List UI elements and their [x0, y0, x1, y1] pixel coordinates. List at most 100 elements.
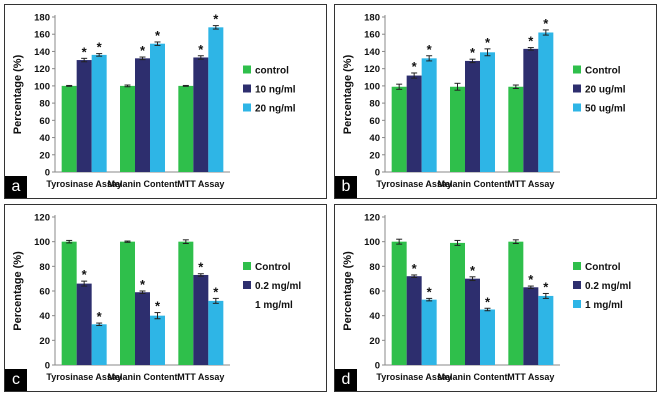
significance-marker: *	[198, 260, 204, 275]
y-tick-label: 140	[364, 47, 380, 58]
panel-label-b: b	[335, 176, 357, 198]
bar	[480, 52, 495, 172]
y-axis-title: Percentage (%)	[342, 54, 354, 134]
legend-label: 20 ug/ml	[585, 85, 626, 96]
bar	[406, 276, 422, 365]
bar	[150, 43, 165, 172]
significance-marker: *	[213, 12, 219, 27]
y-tick-label: 40	[369, 133, 380, 144]
bar	[61, 85, 77, 172]
significance-marker: *	[140, 43, 146, 58]
bar	[120, 85, 135, 172]
bar	[391, 241, 407, 365]
significance-marker: *	[155, 28, 161, 43]
legend-label: 50 ug/ml	[585, 104, 626, 115]
panel-label-d: d	[335, 369, 357, 391]
y-tick-label: 120	[34, 64, 50, 75]
y-tick-label: 0	[375, 168, 380, 179]
legend-swatch	[243, 103, 251, 112]
bar-chart-b: Percentage (%) 0 20 40 60 80 100 120 140 160 180 Ty…	[342, 13, 626, 190]
legend-swatch	[243, 65, 251, 74]
significance-marker: *	[543, 16, 549, 31]
y-tick-label: 60	[369, 116, 380, 127]
y-tick-label: 100	[364, 81, 380, 92]
y-tick-label: 80	[39, 262, 50, 273]
significance-marker: *	[97, 40, 103, 55]
legend-swatch	[243, 84, 251, 93]
chart-panel-a: Percentage (%) 0 20 40 60 80 100 120 140 160 180 Ty…	[4, 4, 327, 199]
y-axis-title: Percentage (%)	[12, 54, 24, 134]
legend-label: Control	[585, 66, 621, 77]
y-tick-label: 100	[34, 237, 50, 248]
chart-panel-b: Percentage (%) 0 20 40 60 80 100 120 140 160 180 Ty…	[334, 4, 657, 199]
chart-panel-c: Percentage (%) 0 20 40 60 80 100 120 Tyrosinase …	[4, 204, 327, 392]
bar	[421, 58, 437, 173]
bar	[61, 241, 77, 365]
legend-swatch	[243, 281, 251, 289]
bar	[508, 86, 524, 172]
legend-label: Control	[585, 262, 621, 273]
panel-label-a: a	[5, 176, 27, 198]
chart-panel-d: Percentage (%) 0 20 40 60 80 100 120 Tyrosinase …	[334, 204, 657, 392]
significance-marker: *	[82, 44, 88, 59]
legend-label: 1 mg/ml	[585, 300, 623, 311]
bar	[406, 75, 422, 172]
significance-marker: *	[427, 42, 433, 57]
y-tick-label: 80	[39, 99, 50, 110]
bar	[76, 60, 92, 172]
significance-marker: *	[543, 279, 549, 294]
y-tick-label: 120	[364, 213, 380, 224]
y-tick-label: 140	[34, 47, 50, 58]
legend-label: 0.2 mg/ml	[255, 281, 301, 292]
x-tick-label: Melanin Content	[438, 179, 508, 189]
y-tick-label: 0	[45, 361, 50, 372]
significance-marker: *	[412, 261, 418, 276]
legend-swatch	[573, 281, 581, 289]
y-axis-title: Percentage (%)	[12, 251, 24, 331]
bar	[91, 54, 107, 173]
y-tick-label: 20	[39, 336, 50, 347]
bar	[538, 32, 554, 172]
y-tick-label: 160	[34, 30, 50, 41]
y-tick-label: 80	[369, 262, 380, 273]
x-tick-label: MTT Assay	[177, 179, 224, 189]
y-tick-label: 0	[375, 361, 380, 372]
legend-swatch	[573, 262, 581, 270]
bar	[508, 241, 524, 365]
bar	[538, 295, 554, 365]
significance-marker: *	[427, 284, 433, 299]
bar	[193, 274, 209, 365]
x-tick-label: MTT Assay	[507, 179, 554, 189]
significance-marker: *	[140, 277, 146, 292]
legend-label: 0.2 mg/ml	[585, 281, 631, 292]
significance-marker: *	[470, 263, 476, 278]
x-tick-label: Tyrosinase Assay	[46, 179, 122, 189]
bar	[178, 85, 194, 172]
significance-marker: *	[528, 34, 534, 49]
y-tick-label: 180	[364, 13, 380, 24]
significance-marker: *	[198, 42, 204, 57]
y-tick-label: 120	[34, 213, 50, 224]
bar	[421, 299, 437, 365]
bar	[450, 86, 465, 172]
x-tick-label: Tyrosinase Assay	[376, 179, 452, 189]
bar	[523, 287, 539, 365]
bar-chart-d: Percentage (%) 0 20 40 60 80 100 120 Tyrosinase …	[342, 213, 631, 383]
x-tick-label: Melanin Content	[108, 372, 178, 382]
bar-chart-c: Percentage (%) 0 20 40 60 80 100 120 Tyrosinase …	[12, 213, 301, 383]
bar	[178, 241, 194, 365]
bar	[480, 309, 495, 365]
x-tick-label: Tyrosinase Assay	[376, 372, 452, 382]
y-tick-label: 20	[39, 150, 50, 161]
legend-label: control	[255, 66, 289, 77]
significance-marker: *	[213, 284, 219, 299]
significance-marker: *	[97, 309, 103, 324]
y-tick-label: 0	[45, 168, 50, 179]
legend-label: 10 ng/ml	[255, 85, 296, 96]
legend-swatch	[573, 300, 581, 308]
x-tick-label: Tyrosinase Assay	[46, 372, 122, 382]
significance-marker: *	[485, 294, 491, 309]
y-tick-label: 60	[39, 116, 50, 127]
legend-label: 20 ng/ml	[255, 104, 296, 115]
y-tick-label: 160	[364, 30, 380, 41]
